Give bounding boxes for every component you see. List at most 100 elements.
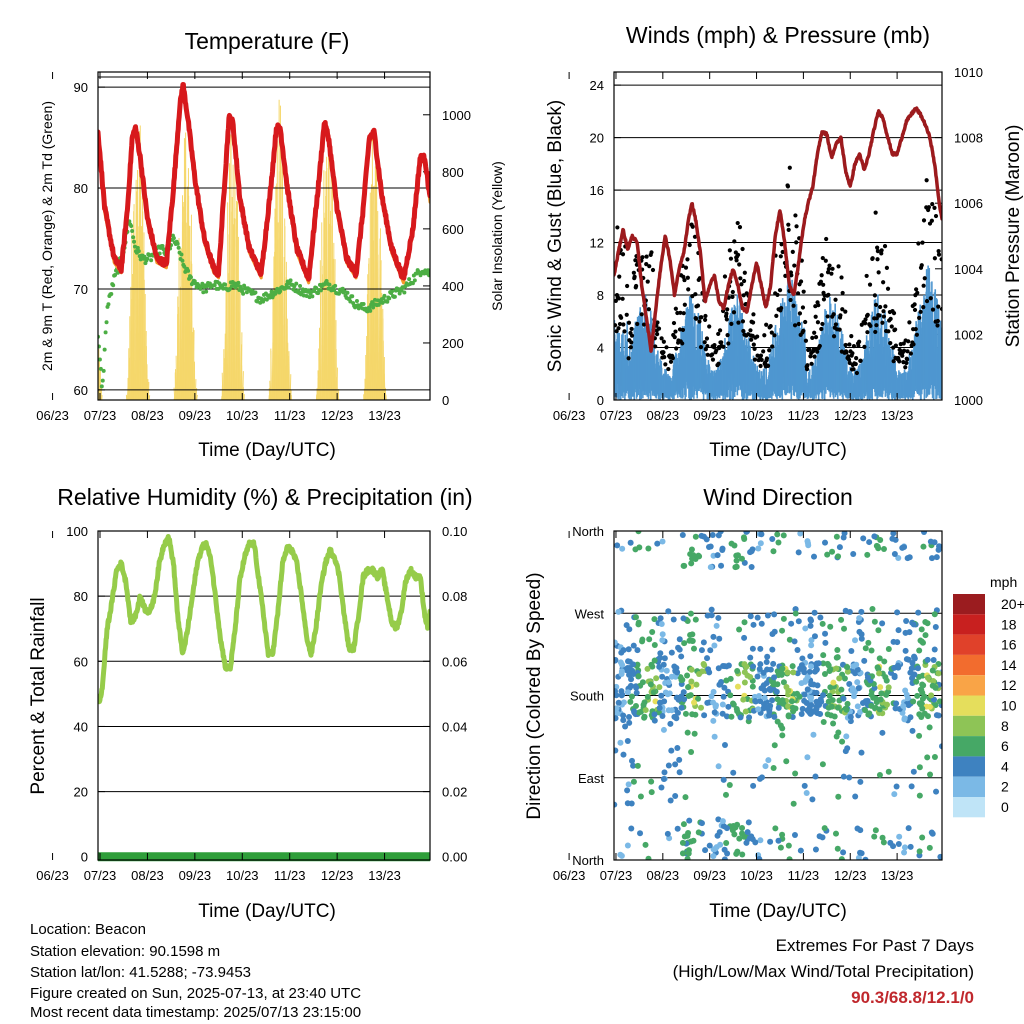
direction-point — [919, 705, 926, 712]
direction-point — [707, 564, 714, 571]
direction-point — [804, 754, 811, 761]
direction-point — [858, 749, 865, 756]
direction-point — [920, 682, 927, 689]
direction-point — [903, 656, 910, 663]
direction-point — [689, 631, 696, 638]
direction-point — [755, 693, 762, 700]
gust-point — [758, 353, 764, 358]
gust-point — [762, 333, 767, 338]
direction-point — [630, 762, 637, 769]
speed-legend-label: 10 — [1001, 698, 1017, 714]
winds-ytick-label: 8 — [597, 288, 604, 303]
gust-point — [830, 266, 835, 271]
direction-point — [719, 547, 726, 554]
gust-point — [751, 312, 756, 317]
dewpoint-point — [236, 280, 241, 285]
direction-point — [668, 649, 675, 656]
direction-point — [733, 850, 740, 857]
winds-xtick-label: 08/23 — [647, 408, 680, 423]
direction-xtick-label: 09/23 — [693, 868, 726, 883]
direction-point — [932, 623, 939, 630]
direction-point — [740, 534, 747, 541]
direction-point — [840, 849, 847, 856]
direction-point — [878, 690, 885, 697]
direction-point — [672, 761, 679, 768]
temperature-ytick-right-label: 800 — [442, 165, 464, 180]
winds-xtick-label: 13/23 — [881, 408, 914, 423]
gust-point — [930, 307, 936, 312]
direction-point — [792, 610, 799, 617]
direction-point — [909, 727, 916, 734]
direction-point — [859, 699, 866, 706]
direction-point — [658, 621, 665, 628]
direction-point — [904, 555, 911, 562]
gust-point — [825, 314, 830, 319]
gust-point — [792, 263, 797, 268]
direction-point — [822, 639, 829, 646]
temperature-xtick-label: 08/23 — [131, 408, 164, 423]
direction-point — [929, 830, 936, 837]
direction-point — [901, 849, 908, 856]
winds-title: Winds (mph) & Pressure (mb) — [625, 22, 931, 48]
direction-point — [811, 609, 818, 616]
gust-point — [838, 313, 843, 318]
direction-point — [627, 698, 634, 705]
gust-point — [617, 274, 622, 279]
direction-point — [913, 678, 920, 685]
direction-frame — [613, 530, 943, 861]
direction-point — [819, 620, 826, 627]
direction-point — [791, 638, 798, 645]
direction-point — [893, 783, 900, 790]
elevation-text: Station elevation: 90.1598 m — [30, 943, 221, 960]
gust-point — [794, 224, 799, 229]
direction-point — [771, 742, 778, 749]
direction-point — [775, 837, 782, 844]
direction-point — [835, 729, 842, 736]
gust-point — [916, 241, 921, 246]
solar-insolation-spike — [93, 171, 94, 400]
gust-point — [833, 322, 839, 327]
direction-point — [696, 671, 703, 678]
humidity-ylabel: Percent & Total Rainfall — [28, 597, 49, 794]
dewpoint-point — [264, 297, 269, 302]
direction-point — [730, 769, 737, 776]
gust-point — [791, 303, 796, 308]
dewpoint-point — [132, 239, 137, 244]
direction-point — [719, 818, 726, 825]
direction-point — [757, 540, 764, 547]
gust-point — [805, 363, 810, 368]
dewpoint-point — [397, 291, 402, 296]
gust-point — [735, 220, 740, 226]
gust-point — [785, 184, 791, 189]
direction-point — [821, 670, 828, 677]
direction-point — [642, 841, 649, 848]
humidity-ytick-label: 20 — [74, 785, 88, 800]
direction-point — [634, 647, 641, 654]
dewpoint-point — [103, 330, 108, 335]
direction-point — [931, 753, 938, 760]
gust-point — [813, 314, 818, 319]
temperature-xtick-label: 11/23 — [274, 408, 306, 423]
direction-point — [922, 619, 929, 626]
dewpoint-point — [204, 289, 209, 294]
gust-point — [666, 366, 671, 372]
gust-point — [921, 283, 926, 288]
gust-point — [647, 264, 652, 269]
direction-point — [836, 675, 843, 682]
gust-point — [659, 336, 664, 341]
winds-ytick-right-label: 1004 — [954, 262, 983, 277]
gust-point — [915, 290, 920, 295]
gust-point — [932, 256, 937, 261]
direction-point — [830, 720, 837, 727]
gust-point — [758, 363, 763, 369]
direction-point — [660, 661, 667, 668]
direction-point — [857, 827, 864, 834]
humidity-title: Relative Humidity (%) & Precipitation (i… — [57, 484, 473, 510]
direction-point — [910, 768, 917, 775]
direction-ytick-label: East — [578, 771, 604, 786]
direction-point — [833, 654, 840, 661]
gust-point — [809, 361, 814, 366]
direction-point — [924, 674, 931, 681]
direction-point — [685, 684, 692, 691]
direction-point — [926, 724, 933, 731]
